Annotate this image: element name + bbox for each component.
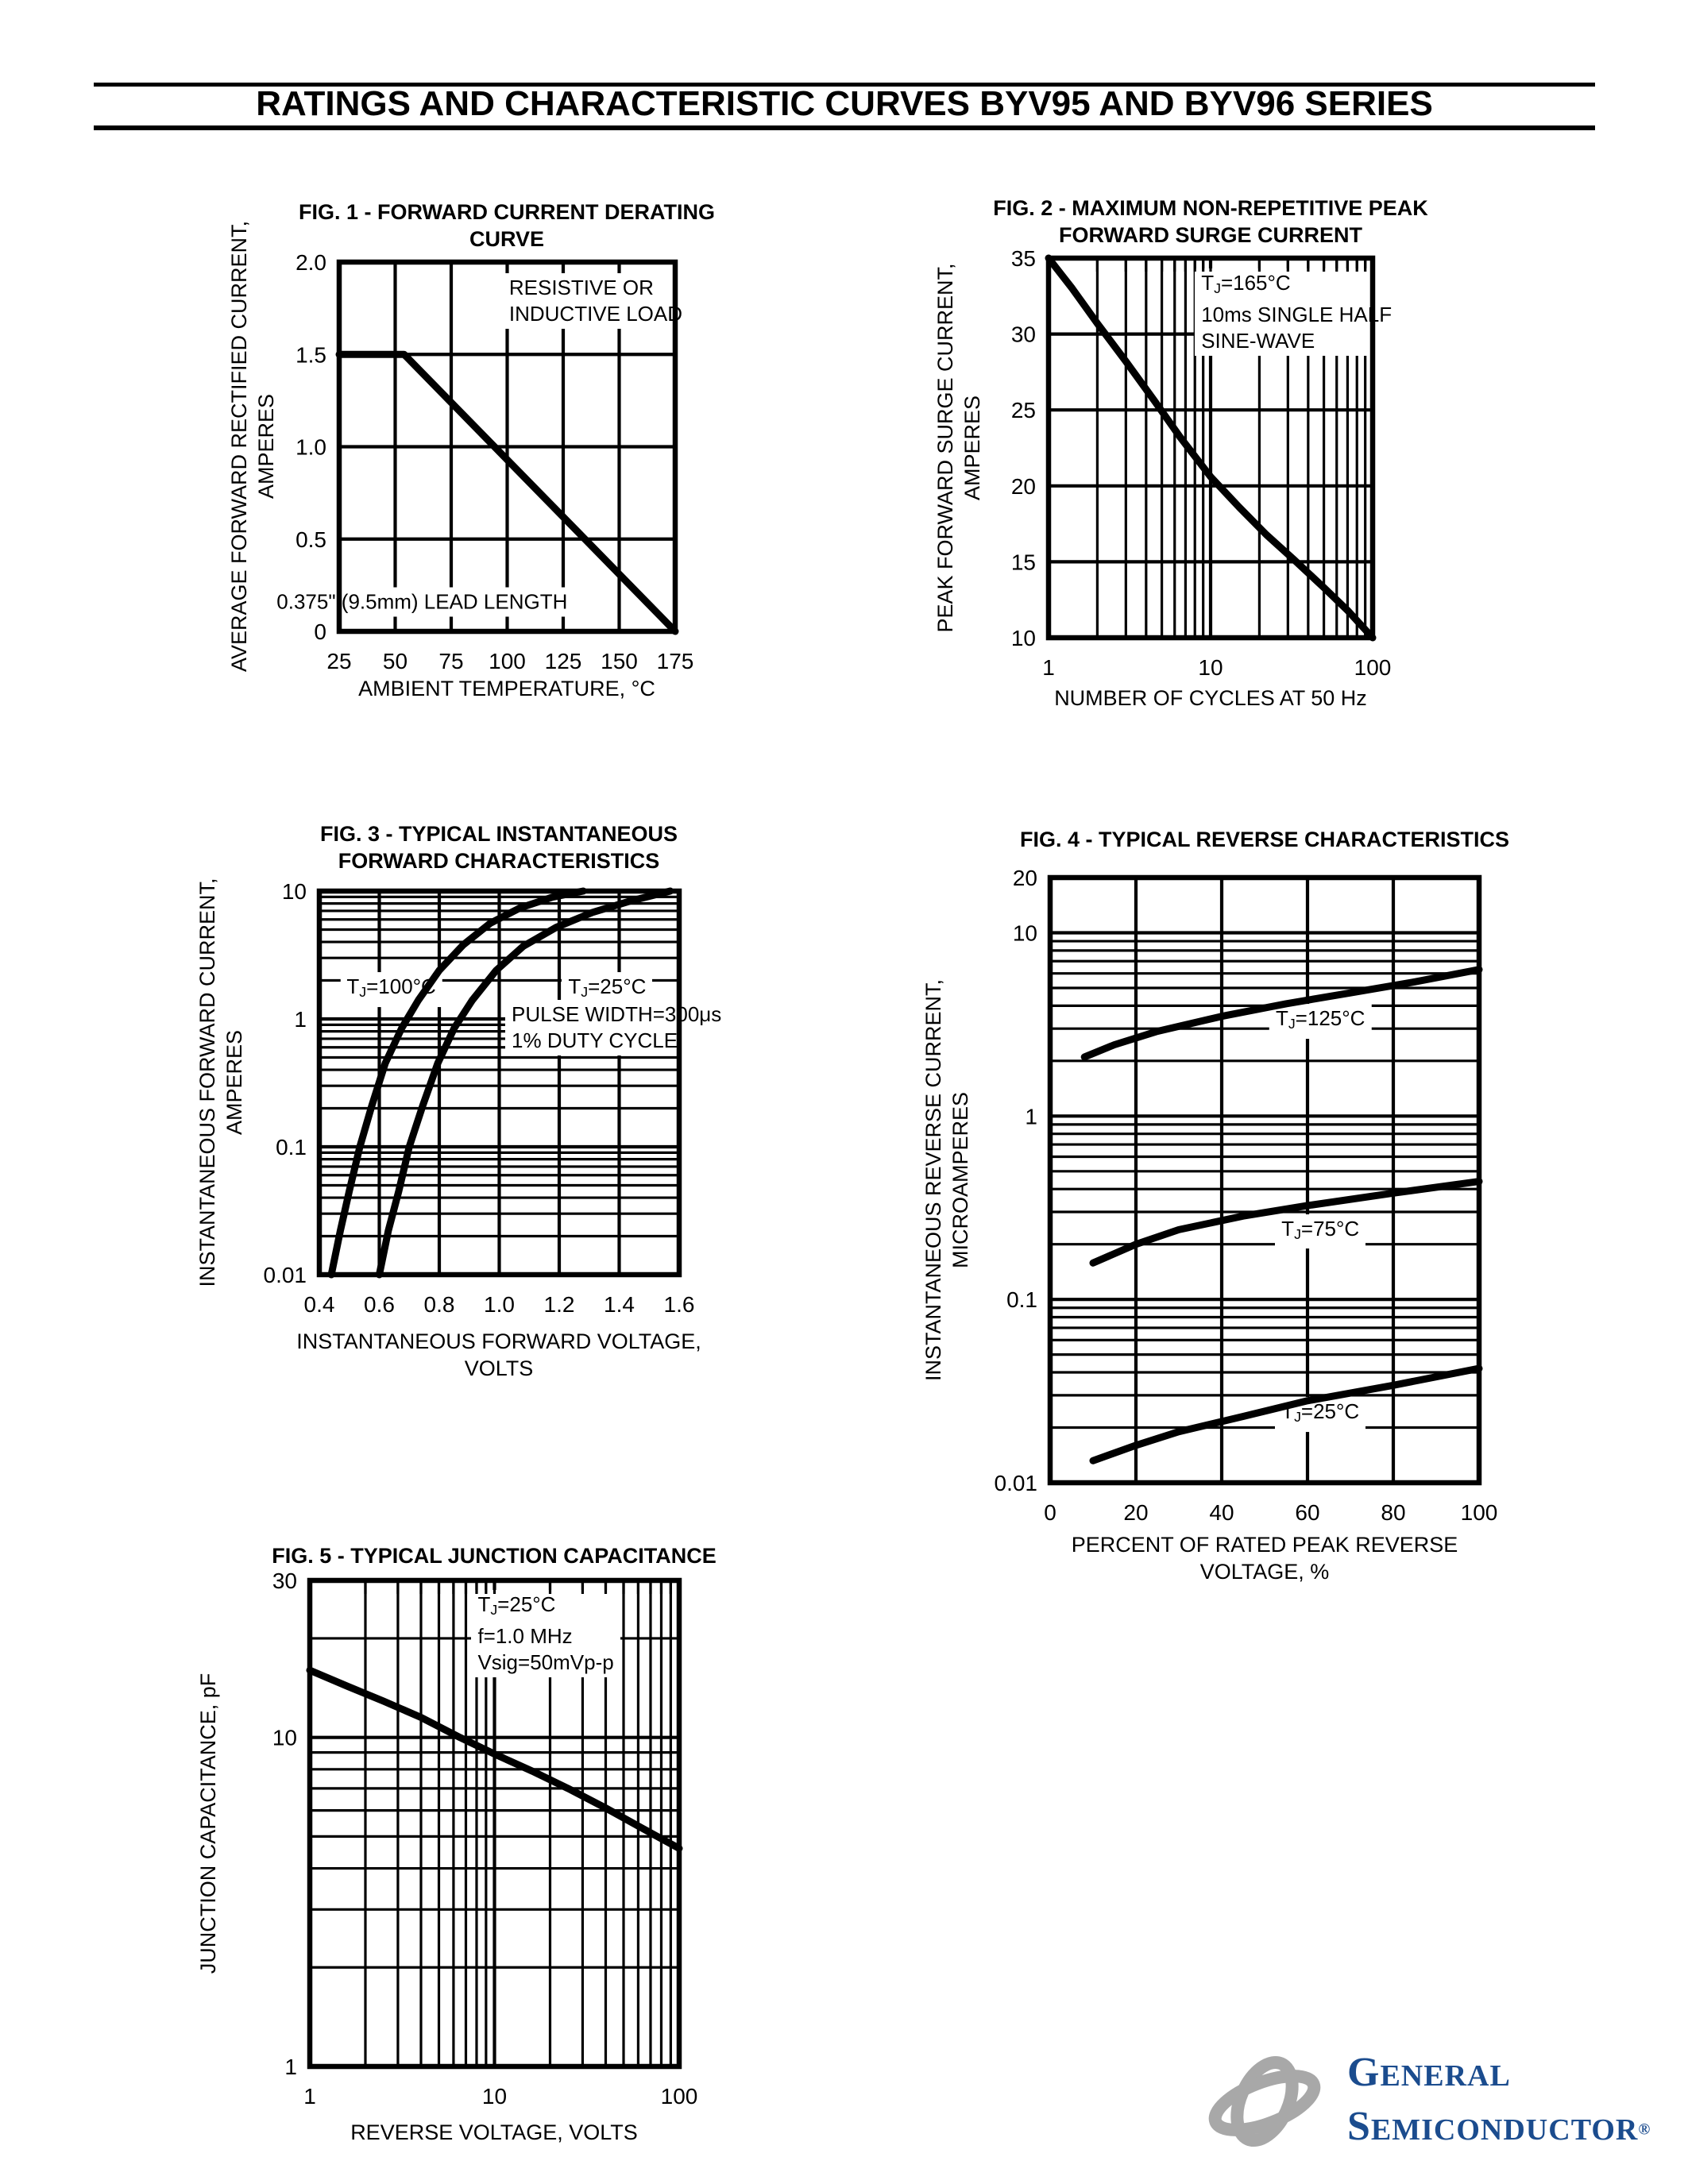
figure-2-x-axis-label: NUMBER OF CYCLES AT 50 Hz (1054, 686, 1367, 710)
svg-text:10: 10 (1198, 655, 1223, 680)
svg-text:100: 100 (661, 2084, 698, 2109)
svg-text:150: 150 (601, 649, 638, 673)
svg-text:10: 10 (1011, 626, 1036, 650)
svg-text:0.01: 0.01 (995, 1471, 1038, 1495)
svg-text:25: 25 (326, 649, 351, 673)
svg-text:0.6: 0.6 (364, 1292, 395, 1317)
figure-5-plot (310, 1580, 679, 2066)
figure-4-x-axis-label: PERCENT OF RATED PEAK REVERSE VOLTAGE, % (1071, 1533, 1458, 1584)
svg-text:20: 20 (1011, 474, 1036, 499)
company-logo-text: GENERAL SEMICONDUCTOR® (1347, 2051, 1651, 2159)
figure-1-y-axis-label: AVERAGE FORWARD RECTIFIED CURRENT, AMPER… (227, 220, 278, 673)
company-logo: GENERAL SEMICONDUCTOR® (1192, 2051, 1650, 2154)
svg-text:10: 10 (272, 1726, 297, 1750)
svg-text:35: 35 (1011, 246, 1036, 271)
figure-3-x-axis-label: INSTANTANEOUS FORWARD VOLTAGE, VOLTS (296, 1329, 701, 1380)
svg-text:75: 75 (438, 649, 463, 673)
figure-2-y-axis-label: PEAK FORWARD SURGE CURRENT, AMPERES (933, 263, 984, 633)
svg-text:0.1: 0.1 (276, 1135, 307, 1160)
header-rule-bottom (94, 125, 1595, 130)
svg-text:2.0: 2.0 (295, 250, 326, 275)
svg-text:0.1: 0.1 (1006, 1287, 1037, 1312)
svg-text:30: 30 (1011, 322, 1036, 347)
svg-text:125: 125 (545, 649, 582, 673)
svg-text:30: 30 (272, 1569, 297, 1593)
figure-4-curves: 0 20 40 60 80 100 0.01 0.1 1 10 20 (995, 866, 1498, 1525)
registered-trademark-symbol: ® (1638, 2120, 1651, 2139)
figure-5-x-axis-label: REVERSE VOLTAGE, VOLTS (350, 2120, 638, 2144)
svg-text:20: 20 (1013, 866, 1037, 890)
svg-text:1.2: 1.2 (544, 1292, 575, 1317)
svg-text:80: 80 (1381, 1500, 1405, 1525)
svg-text:175: 175 (657, 649, 694, 673)
figure-4-plot (1050, 878, 1479, 1483)
figure-2-title: FIG. 2 - MAXIMUM NON-REPETITIVE PEAK FOR… (993, 196, 1428, 247)
svg-text:1: 1 (303, 2084, 316, 2109)
figure-5-title: FIG. 5 - TYPICAL JUNCTION CAPACITANCE (272, 1544, 717, 1568)
logo-word-general: GENERAL (1347, 2050, 1511, 2095)
figure-1-curves: 25 50 75 100 125 150 175 0 0.5 1.0 1.5 2.0 (295, 250, 694, 673)
svg-text:10: 10 (1013, 920, 1037, 945)
svg-text:0: 0 (1044, 1500, 1056, 1525)
svg-text:20: 20 (1123, 1500, 1148, 1525)
svg-text:60: 60 (1295, 1500, 1319, 1525)
svg-text:1: 1 (284, 2055, 297, 2079)
svg-text:100: 100 (489, 649, 526, 673)
svg-text:0.8: 0.8 (424, 1292, 455, 1317)
svg-text:1.0: 1.0 (484, 1292, 515, 1317)
figure-4-title: FIG. 4 - TYPICAL REVERSE CHARACTERISTICS (1019, 828, 1510, 851)
svg-text:1.5: 1.5 (295, 342, 326, 367)
svg-text:1: 1 (1042, 655, 1055, 680)
figure-2-plot (1049, 258, 1373, 638)
header-rule-top (94, 83, 1595, 87)
svg-text:50: 50 (383, 649, 408, 673)
svg-text:0.4: 0.4 (304, 1292, 335, 1317)
svg-text:1.6: 1.6 (664, 1292, 695, 1317)
svg-text:10: 10 (482, 2084, 507, 2109)
general-semiconductor-globe-icon (1208, 2055, 1321, 2147)
figure-5-curves: 1 10 100 1 10 30 (272, 1569, 698, 2109)
svg-text:0: 0 (314, 619, 326, 644)
logo-word-semiconductor: SEMICONDUCTOR® (1347, 2104, 1651, 2149)
svg-text:15: 15 (1011, 550, 1036, 574)
svg-text:1.0: 1.0 (295, 435, 326, 460)
svg-text:25: 25 (1011, 398, 1036, 423)
svg-text:0.01: 0.01 (264, 1263, 307, 1287)
figure-3-title: FIG. 3 - TYPICAL INSTANTANEOUS FORWARD C… (319, 822, 678, 873)
figure-4-y-axis-label: INSTANTANEOUS REVERSE CURRENT, MICROAMPE… (921, 978, 972, 1382)
svg-text:40: 40 (1209, 1500, 1234, 1525)
svg-text:1: 1 (294, 1007, 307, 1032)
svg-text:100: 100 (1354, 655, 1392, 680)
figure-5-y-axis-label: JUNCTION CAPACITANCE, pF (196, 1673, 220, 1974)
figure-3-plot (319, 891, 679, 1275)
figure-1-plot (339, 262, 675, 631)
svg-text:10: 10 (282, 879, 307, 904)
figure-3-curves: 0.4 0.6 0.8 1.0 1.2 1.4 1.6 0.01 0.1 1 10 (264, 879, 695, 1317)
page-title: RATINGS AND CHARACTERISTIC CURVES BYV95 … (256, 84, 1433, 123)
figure-3-y-axis-label: INSTANTANEOUS FORWARD CURRENT, AMPERES (195, 878, 246, 1287)
svg-text:1.4: 1.4 (604, 1292, 635, 1317)
figure-1-title: FIG. 1 - FORWARD CURRENT DERATING CURVE (299, 200, 715, 251)
svg-text:0.5: 0.5 (295, 527, 326, 552)
svg-text:1: 1 (1025, 1104, 1037, 1129)
figure-1-x-axis-label: AMBIENT TEMPERATURE, °C (358, 677, 655, 700)
svg-text:100: 100 (1461, 1500, 1498, 1525)
